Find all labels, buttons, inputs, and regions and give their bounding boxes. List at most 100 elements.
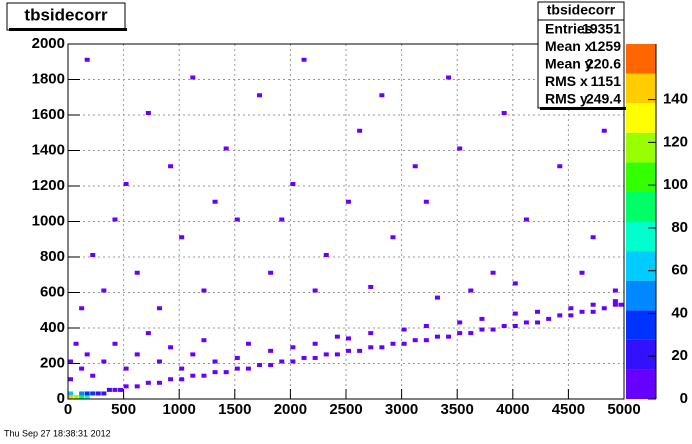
heatmap-cell (234, 366, 240, 371)
heatmap-cell (68, 377, 73, 382)
y-tick-label: 600 (40, 283, 65, 300)
colorbar-band (626, 162, 656, 192)
heatmap-cell (234, 355, 240, 360)
x-tick-label: 4500 (552, 401, 585, 418)
heatmap-cell (379, 93, 385, 98)
heatmap-cell (168, 377, 174, 382)
x-tick-label: 2500 (329, 401, 362, 418)
heatmap-cell (601, 306, 607, 311)
y-tick-label: 2000 (32, 35, 65, 52)
y-tick-label: 800 (40, 248, 65, 265)
heatmap-cell (179, 377, 185, 382)
stats-value: 1259 (590, 38, 621, 54)
heatmap-cell (279, 359, 285, 364)
heatmap-cell (123, 384, 129, 389)
heatmap-cell (512, 311, 518, 316)
heatmap-cell (390, 341, 396, 346)
heatmap-cell (535, 309, 541, 314)
heatmap-cell (512, 324, 518, 328)
colorbar-band (626, 221, 656, 252)
title-shadow (9, 28, 127, 31)
colorbar-band (626, 103, 656, 133)
heatmap-cell (312, 355, 318, 360)
colorbar-band (626, 44, 656, 74)
heatmap-cell (501, 111, 507, 115)
heatmap-cell (590, 302, 596, 307)
heatmap-cell (490, 270, 496, 275)
heatmap-cell (446, 334, 452, 339)
heatmap-cell (156, 380, 162, 385)
stats-label: Mean x (545, 38, 593, 54)
heatmap-cell (334, 334, 340, 339)
colorbar-band (626, 251, 656, 281)
heatmap-cell (290, 345, 296, 350)
heatmap-cell (257, 93, 263, 98)
heatmap-cell (123, 182, 129, 186)
heatmap-cell (68, 391, 73, 396)
heatmap-cell (412, 338, 418, 343)
x-tick-label: 5000 (607, 401, 640, 418)
heatmap-cell (90, 253, 96, 257)
heatmap-cell (156, 359, 162, 364)
heatmap-cell (223, 146, 229, 151)
heatmap-cell (368, 284, 374, 289)
y-tick-label: 1200 (32, 177, 65, 194)
colorbar-band (626, 73, 656, 104)
heatmap-cell (323, 352, 329, 357)
heatmap-cell (557, 313, 563, 318)
heatmap-cell (312, 288, 318, 293)
timestamp: Thu Sep 27 18:38:31 2012 (4, 428, 111, 438)
heatmap-cell (245, 366, 251, 371)
heatmap-cell (346, 199, 351, 204)
heatmap-cell (79, 391, 85, 396)
colorbar-band (626, 280, 656, 311)
heatmap-cell (334, 352, 340, 357)
heatmap-cell (479, 327, 485, 332)
heatmap-cell (106, 387, 112, 392)
heatmap-cell (590, 309, 596, 314)
heatmap-cell (568, 306, 574, 311)
heatmap-cell (134, 352, 140, 357)
stats-value: 1151 (591, 73, 622, 89)
heatmap-cell (368, 345, 374, 350)
heatmap-cell (90, 391, 96, 396)
heatmap-cell (512, 281, 518, 286)
stats-value: 249.4 (586, 91, 621, 107)
heatmap-cell (112, 217, 118, 222)
heatmap-cell (423, 199, 429, 204)
heatmap-cell (79, 395, 85, 399)
heatmap-cell (301, 355, 307, 360)
heatmap-cell (268, 363, 274, 368)
heatmap-cell (168, 164, 174, 169)
heatmap-cell (179, 235, 185, 240)
colorbar-band (626, 132, 656, 163)
y-tick-label: 1600 (32, 106, 65, 123)
title-box (6, 2, 126, 31)
heatmap-cell (523, 217, 529, 222)
x-tick-label: 1000 (163, 401, 196, 418)
heatmap-cell (145, 111, 151, 115)
heatmap-cell (190, 373, 196, 378)
z-tick-label: 0 (680, 390, 688, 407)
heatmap-cell (268, 348, 274, 353)
heatmap-cell (168, 345, 174, 350)
stats-title: tbsidecorr (547, 2, 616, 18)
heatmap-cell (79, 366, 85, 371)
heatmap-cell (579, 270, 585, 275)
heatmap-cell (101, 391, 107, 396)
heatmap-cell (457, 320, 463, 325)
heatmap-cell (401, 327, 407, 332)
heatmap-cell (212, 199, 218, 204)
heatmap-cell (618, 302, 624, 307)
heatmap-cell (612, 302, 618, 307)
heatmap-cell (557, 164, 563, 169)
y-tick-label: 400 (40, 319, 65, 336)
heatmap-cell (201, 338, 207, 343)
heatmap-cell (468, 288, 474, 293)
heatmap-cell (134, 384, 140, 389)
colorbar-band (626, 191, 656, 222)
stats-label: RMS x (545, 73, 588, 89)
heatmap-cell (290, 182, 296, 186)
